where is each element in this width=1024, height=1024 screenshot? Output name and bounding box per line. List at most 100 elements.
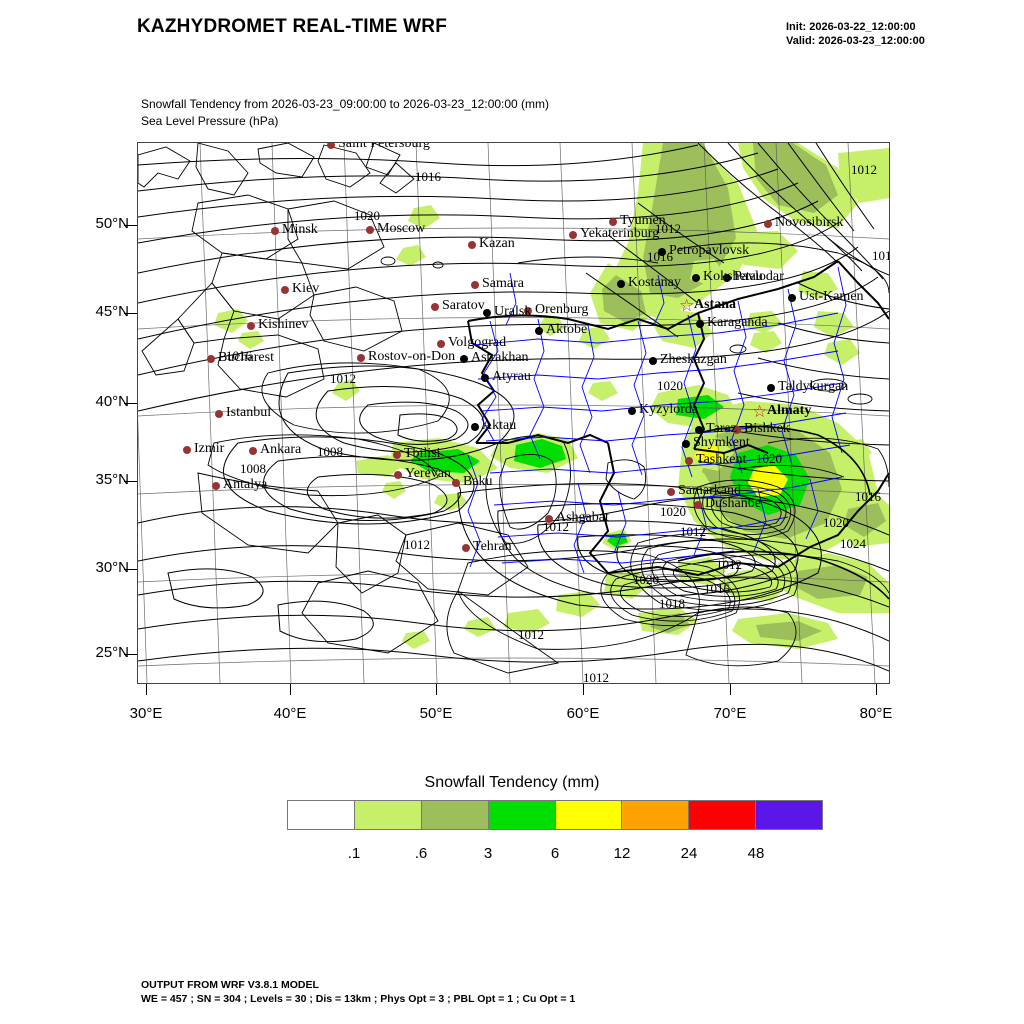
isobar-value-label: 1016: [855, 489, 881, 504]
lon-tick-mark: [436, 684, 437, 695]
lat-tick-label: 50°N: [95, 215, 129, 232]
lat-tick-label: 30°N: [95, 559, 129, 576]
valid-time-label: Valid: 2026-03-23_12:00:00: [786, 35, 925, 47]
city-label: Almaty: [767, 403, 812, 418]
city-label: Bucharest: [218, 350, 274, 365]
city-label: Saint Petersburg: [338, 142, 430, 151]
city-label: Kishinev: [258, 317, 309, 332]
isobar-value-label: 1018: [659, 596, 685, 611]
city-label: Kokshetau: [703, 269, 763, 284]
city-label: Aktau: [482, 418, 517, 433]
colorbar-segment[interactable]: [755, 801, 822, 829]
isobar-value-label: 1020: [756, 451, 782, 466]
city-dot-icon: [281, 286, 289, 294]
city-dot-icon: [212, 482, 220, 490]
isobar-value-label: 1016: [226, 348, 252, 363]
colorbar-segment[interactable]: [688, 801, 756, 829]
city-label: Taraz: [706, 421, 737, 436]
city-label: Kiev: [292, 281, 320, 296]
lon-tick-mark: [146, 684, 147, 695]
map-graphics: [138, 143, 889, 683]
lat-tick-mark: [124, 313, 137, 314]
colorbar-title: Snowfall Tendency (mm): [424, 774, 600, 791]
lon-tick-label: 50°E: [419, 705, 453, 722]
city-dot-icon: [667, 488, 675, 496]
city-label: Ust-Kamen: [799, 289, 864, 304]
isobar-value-label: 1012: [716, 557, 742, 572]
colorbar[interactable]: [287, 800, 823, 830]
city-dot-icon: [249, 447, 257, 455]
lat-tick-label: 40°N: [95, 393, 129, 410]
isobar-value-label: 1012: [655, 221, 681, 236]
colorbar-segment[interactable]: [420, 801, 488, 829]
colorbar-segment[interactable]: [554, 801, 622, 829]
city-label: Yerevan: [405, 466, 452, 481]
city-label: Yekaterinburg: [580, 226, 660, 241]
city-dot-icon: [694, 501, 702, 509]
city-dot-icon: [271, 227, 279, 235]
city-label: Karaganda: [707, 315, 768, 330]
city-label: Moscow: [377, 221, 426, 236]
isobar-value-label: 1016: [647, 249, 673, 264]
isobar-value-label: 1012: [583, 670, 609, 684]
snowfall-shading-layer: [214, 143, 889, 649]
colorbar-tick-label: 48: [747, 845, 765, 862]
city-dot-icon: [696, 320, 704, 328]
country-border-layer: [467, 260, 889, 577]
isobar-value-label: 1020: [633, 572, 659, 587]
city-dot-icon: [183, 446, 191, 454]
colorbar-segment[interactable]: [621, 801, 689, 829]
subtitle-line-pressure: Sea Level Pressure (hPa): [141, 114, 279, 128]
city-dot-icon: [723, 274, 731, 282]
city-label: Saratov: [442, 298, 485, 313]
colorbar-tick-label: 3: [483, 845, 493, 862]
colorbar-segment[interactable]: [288, 801, 354, 829]
city-label: Orenburg: [535, 302, 589, 317]
city-dot-icon: [471, 281, 479, 289]
colorbar-segment[interactable]: [487, 801, 555, 829]
coastline-layer: [138, 143, 889, 674]
colorbar-tick-labels: .1 .6 3 6 12 24 48: [287, 845, 823, 867]
capital-star-icon: ☆: [679, 296, 695, 315]
city-dot-icon: [767, 384, 775, 392]
city-dot-icon: [460, 355, 468, 363]
city-label: Samarkand: [678, 483, 741, 498]
isobar-value-label: 1016: [415, 169, 441, 184]
isobar-value-label: 1012: [330, 371, 356, 386]
colorbar-segment[interactable]: [353, 801, 421, 829]
colorbar-tick-label: 24: [680, 845, 698, 862]
lon-tick-mark: [583, 684, 584, 695]
model-output-footer: OUTPUT FROM WRF V3.8.1 MODEL WE = 457 ; …: [141, 978, 575, 1006]
isobar-value-label: 1012: [543, 519, 569, 534]
city-label: Volgograd: [448, 335, 507, 350]
lon-tick-mark: [290, 684, 291, 695]
lat-tick-label: 45°N: [95, 303, 129, 320]
isobar-value-label: 1008: [317, 444, 343, 459]
lon-tick-mark: [730, 684, 731, 695]
city-dot-icon: [327, 143, 335, 149]
lat-tick-mark: [124, 225, 137, 226]
city-dot-icon: [617, 280, 625, 288]
isobar-value-label: 1020: [354, 208, 380, 223]
lon-tick-label: 80°E: [859, 705, 893, 722]
city-label: Pavlodar: [734, 269, 784, 284]
city-label: Tashkent: [696, 452, 747, 467]
city-label: Antalya: [223, 477, 268, 492]
city-dot-icon: [692, 274, 700, 282]
city-dot-icon: [394, 471, 402, 479]
lon-tick-label: 60°E: [566, 705, 600, 722]
subtitle-line-snowfall: Snowfall Tendency from 2026-03-23_09:00:…: [141, 97, 550, 111]
city-dot-icon: [393, 451, 401, 459]
weather-map[interactable]: Saint Petersburg Minsk Moscow Kiev Kishinev B…: [137, 142, 890, 684]
city-label: Aktobe: [546, 322, 588, 337]
city-dot-icon: [357, 354, 365, 362]
colorbar-tick-label: 6: [550, 845, 560, 862]
city-label: Kyzylorda: [639, 402, 699, 417]
province-border-layer: [467, 266, 851, 574]
city-label: Ankara: [260, 442, 302, 457]
city-dot-icon: [468, 241, 476, 249]
city-label: Tbilisi: [404, 446, 441, 461]
city-label: Rostov-on-Don: [368, 349, 456, 364]
city-dot-icon: [569, 231, 577, 239]
lon-tick-label: 40°E: [273, 705, 307, 722]
